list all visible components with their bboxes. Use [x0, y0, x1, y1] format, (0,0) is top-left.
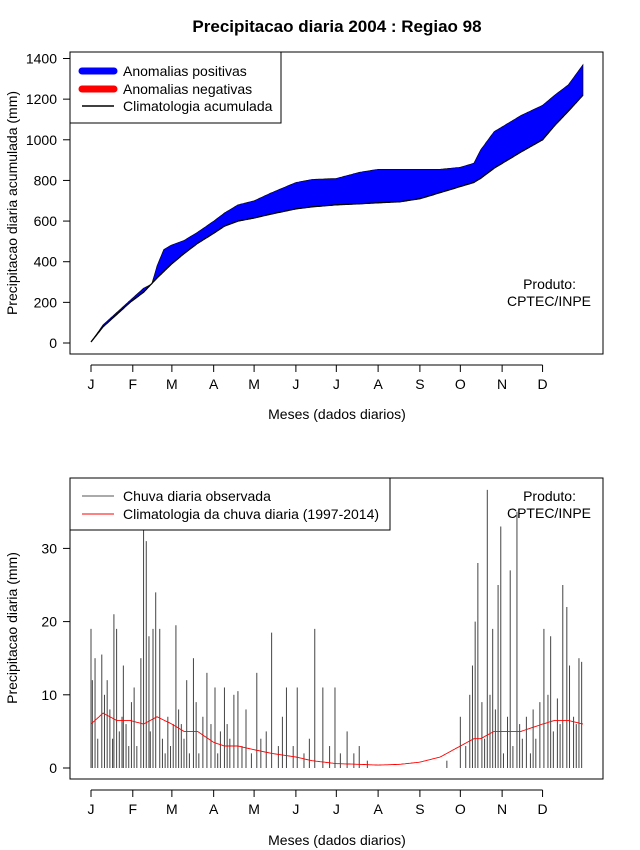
legend-label-observed: Chuva diaria observada — [123, 488, 271, 504]
y-tick-label: 1400 — [26, 51, 57, 67]
daily-chart: 0 10 20 30 J F M A M J J A S O N D Meses (dados diario… — [4, 477, 604, 848]
x-tick-label: J — [333, 376, 340, 392]
x-tick-label: A — [209, 376, 219, 392]
y-tick-label: 1000 — [26, 132, 57, 148]
x-tick-label: O — [455, 376, 466, 392]
y-axis-bottom: 0 10 20 30 — [41, 540, 71, 776]
x-tick-label: M — [166, 376, 178, 392]
x-tick-label: A — [373, 801, 383, 817]
x-tick-label: D — [537, 801, 547, 817]
x-tick-label: J — [292, 376, 299, 392]
x-tick-label: A — [209, 801, 219, 817]
y-axis-top: 0 200 400 600 800 1000 1200 1400 — [26, 51, 71, 351]
legend-top: Anomalias positivas Anomalias negativas … — [69, 51, 282, 124]
x-tick-label: A — [373, 376, 383, 392]
x-tick-label: M — [166, 801, 178, 817]
legend-bottom: Chuva diaria observada Climatologia da c… — [69, 477, 391, 531]
legend-label-daily-climatology: Climatologia da chuva diaria (1997-2014) — [123, 506, 379, 522]
accumulated-chart: 0 200 400 600 800 1000 1200 1400 J F M A M J J A S O N D M… — [4, 51, 604, 422]
x-tick-label: J — [292, 801, 299, 817]
y-tick-label: 0 — [49, 760, 57, 776]
daily-climatology-line — [90, 712, 584, 766]
y-axis-label-top: Precipitacao diaria acumulada (mm) — [4, 91, 20, 315]
x-tick-label: F — [129, 376, 138, 392]
y-tick-label: 400 — [34, 254, 58, 270]
y-tick-label: 200 — [34, 294, 58, 310]
y-tick-label: 10 — [41, 687, 57, 703]
legend-box-bottom — [69, 477, 391, 531]
legend-label-climatology: Climatologia acumulada — [123, 98, 273, 114]
x-tick-label: N — [497, 801, 507, 817]
y-tick-label: 20 — [41, 614, 57, 630]
legend-label-negative: Anomalias negativas — [123, 81, 252, 97]
x-tick-label: S — [415, 801, 424, 817]
y-tick-label: 600 — [34, 213, 58, 229]
x-tick-label: M — [248, 376, 260, 392]
product-source-bottom: CPTEC/INPE — [507, 505, 591, 521]
x-tick-label: J — [88, 376, 95, 392]
legend-label-positive: Anomalias positivas — [123, 63, 247, 79]
daily-bars — [90, 482, 583, 768]
x-tick-label: M — [248, 801, 260, 817]
product-label-top: Produto: — [523, 276, 576, 292]
x-axis-label-top: Meses (dados diarios) — [268, 406, 406, 422]
y-tick-label: 800 — [34, 172, 58, 188]
x-tick-label: N — [497, 376, 507, 392]
y-tick-label: 1200 — [26, 91, 57, 107]
y-tick-label: 0 — [49, 335, 57, 351]
x-tick-label: D — [537, 376, 547, 392]
x-tick-label: F — [129, 801, 138, 817]
product-label-bottom: Produto: — [523, 488, 576, 504]
x-tick-label: J — [88, 801, 95, 817]
y-axis-label-bottom: Precipitacao diaria (mm) — [4, 552, 20, 704]
climatology-line — [90, 94, 584, 343]
x-tick-label: S — [415, 376, 424, 392]
chart-title: Precipitacao diaria 2004 : Regiao 98 — [192, 17, 481, 36]
x-tick-label: O — [455, 801, 466, 817]
x-axis-label-bottom: Meses (dados diarios) — [268, 832, 406, 848]
product-source-top: CPTEC/INPE — [507, 293, 591, 309]
y-tick-label: 30 — [41, 540, 57, 556]
x-tick-label: J — [333, 801, 340, 817]
